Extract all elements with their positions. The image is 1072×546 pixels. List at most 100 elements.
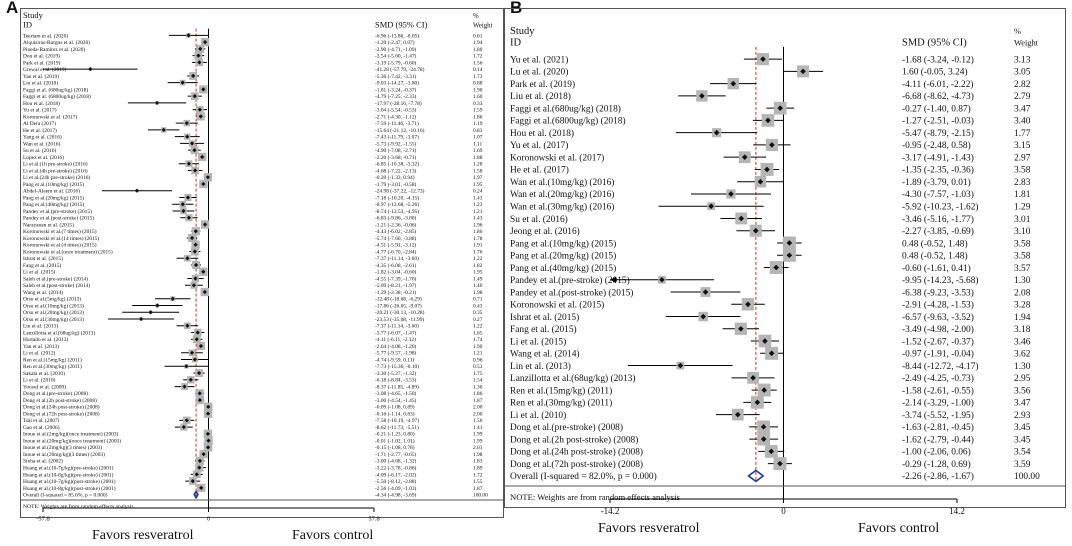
study-ci: 0.48 (-0.52, 1.48) bbox=[902, 238, 968, 249]
study-weight: 2.01 bbox=[473, 445, 483, 451]
point-estimate bbox=[186, 161, 191, 166]
study-label: Sinha et al. (2002) bbox=[23, 458, 63, 465]
study-label: Orsu et al.(5mg/kg) (2013) bbox=[23, 296, 81, 303]
study-label: Wang et al. (2014) bbox=[510, 349, 580, 360]
study-weight: 1.88 bbox=[473, 155, 483, 161]
point-estimate bbox=[185, 323, 190, 328]
point-estimate bbox=[189, 350, 195, 355]
study-ci: -3.00 (-4.54, -1.45) bbox=[375, 397, 417, 404]
study-weight: 1.54 bbox=[473, 378, 483, 384]
study-ci: -3.49 (-4.98, -2.00) bbox=[902, 324, 974, 335]
study-ci: -5.73 (-9.92, -1.55) bbox=[375, 140, 417, 147]
study-label: Yang et al. (2016) bbox=[23, 134, 62, 141]
study-ci: -1.79 (-3.01, -0.58) bbox=[375, 181, 417, 188]
study-label: Inoue et al.(20mg/kg)(3 times) (2003) bbox=[23, 451, 105, 458]
study-weight: 0.24 bbox=[473, 189, 483, 195]
study-ci: -7.18 (-10.20, -4.15) bbox=[375, 194, 419, 201]
study-label: Huang et al.(10-7g/kg)(post-stroke) (200… bbox=[23, 478, 116, 485]
study-label: Pineda-Ramírez et al. (2020) bbox=[23, 46, 85, 53]
study-label: Ishrat et al. (2015) bbox=[23, 255, 63, 262]
point-estimate bbox=[769, 142, 775, 148]
point-estimate bbox=[713, 129, 720, 136]
study-ci: -7.37 (-11.14, -3.60) bbox=[375, 323, 419, 330]
study-ci: -7.59 (-11.46, -3.71) bbox=[375, 120, 419, 127]
overall-weight: 100.00 bbox=[473, 493, 488, 499]
study-label: Ren et al.(15mg/kg) (2011) bbox=[23, 356, 82, 363]
study-weight: 1.75 bbox=[473, 371, 483, 377]
study-label: Saleh et al.(post-stroke) (2014) bbox=[23, 282, 90, 289]
study-label: Wan et al.(30mg/kg) (2016) bbox=[510, 202, 614, 213]
study-weight: 0.83 bbox=[473, 128, 483, 134]
study-weight: 2.79 bbox=[1014, 92, 1031, 102]
point-estimate bbox=[206, 404, 211, 409]
study-ci: -3.74 (-5.52, -1.95) bbox=[902, 410, 974, 421]
point-estimate bbox=[760, 436, 767, 442]
study-ci: -2.91 (-4.28, -1.53) bbox=[902, 300, 974, 311]
study-label: Wan et al.(20mg/kg) (2016) bbox=[510, 189, 614, 200]
study-ci: 1.60 (-0.05, 3.24) bbox=[902, 67, 968, 78]
study-weight: 1.72 bbox=[473, 54, 483, 60]
study-weight: 3.45 bbox=[1014, 435, 1031, 445]
study-ci: -7.58 (-10.19, -4.97) bbox=[375, 417, 419, 424]
study-weight: 1.69 bbox=[473, 148, 483, 154]
point-estimate bbox=[186, 33, 191, 38]
point-estimate bbox=[738, 215, 745, 222]
study-ci: -8.37 (-11.85, -4.89) bbox=[375, 383, 419, 390]
point-estimate bbox=[777, 460, 783, 467]
study-label: Koronowski et al. (2017) bbox=[23, 113, 77, 120]
point-estimate bbox=[197, 60, 202, 65]
study-weight: 3.45 bbox=[1014, 423, 1031, 433]
study-weight: 0.53 bbox=[473, 364, 483, 370]
point-estimate bbox=[198, 114, 203, 119]
overall-label: Overall (I-squared = 82.0%, p = 0.000) bbox=[510, 471, 657, 482]
study-weight: 1.94 bbox=[1014, 313, 1031, 323]
study-label: Li et al.(4h pre-stroke) (2016) bbox=[23, 167, 88, 174]
study-weight: 2.82 bbox=[1014, 80, 1031, 90]
study-label: Wan et al.(10mg/kg) (2016) bbox=[510, 177, 614, 188]
point-estimate bbox=[768, 350, 775, 357]
study-label: Koronowski et al.(4 times) (2015) bbox=[23, 242, 97, 249]
study-ci: -8.62 (-11.73, -5.51) bbox=[375, 424, 419, 431]
study-ci: -6.68 (-8.62, -4.73) bbox=[902, 91, 974, 102]
study-weight: 1.72 bbox=[473, 472, 483, 478]
study-label: Fang et al. (2015) bbox=[510, 324, 577, 335]
study-weight: 1.65 bbox=[473, 330, 483, 336]
point-estimate bbox=[754, 399, 761, 406]
study-weight: 1.98 bbox=[473, 452, 483, 458]
point-estimate bbox=[194, 472, 199, 477]
point-estimate bbox=[741, 154, 748, 160]
point-estimate bbox=[154, 100, 160, 106]
study-ci: -1.29 (-2.38, -0.21) bbox=[375, 289, 417, 296]
point-estimate bbox=[201, 87, 206, 92]
study-weight: 3.47 bbox=[1014, 104, 1031, 114]
study-label: Huang et al.(10-8g/kg)(pre-stroke) (2001… bbox=[23, 471, 114, 478]
point-estimate bbox=[205, 175, 211, 180]
study-label: Lopez et al. (2016) bbox=[23, 154, 64, 161]
study-label: Pandey et al.(post-stroke) (2015) bbox=[23, 215, 94, 222]
study-label: Narayanan et al. (2015) bbox=[23, 221, 74, 228]
point-estimate bbox=[777, 105, 784, 111]
study-label: Koronowski et al. (2015) bbox=[510, 300, 604, 311]
point-estimate bbox=[193, 262, 199, 268]
point-estimate bbox=[197, 458, 203, 463]
point-estimate bbox=[201, 181, 206, 187]
study-ci: -4.77 (-6.70, -2.84) bbox=[375, 248, 417, 255]
point-estimate bbox=[134, 188, 140, 193]
study-label: Lin et al. (2013) bbox=[23, 323, 58, 330]
study-label: Wang et al. (2014) bbox=[23, 289, 63, 296]
study-ci: -0.15 (-1.08, 0.78) bbox=[375, 444, 415, 451]
study-weight: 2.93 bbox=[1014, 411, 1031, 421]
study-weight: 1.74 bbox=[473, 337, 483, 343]
study-weight: 2.00 bbox=[473, 405, 483, 411]
point-estimate bbox=[202, 289, 207, 295]
study-weight: 1.78 bbox=[473, 236, 483, 242]
study-ci: -17.97 (-28.16, -7.78) bbox=[375, 100, 422, 107]
point-estimate bbox=[768, 448, 775, 455]
favors-left-b: Favors resveratrol bbox=[598, 521, 700, 536]
study-label: Orsu et al.(30mg/kg) (2013) bbox=[23, 316, 84, 323]
study-weight: 3.59 bbox=[1014, 460, 1031, 470]
point-estimate bbox=[155, 303, 160, 308]
study-weight: 1.28 bbox=[473, 162, 483, 168]
point-estimate bbox=[200, 154, 205, 160]
study-label: Yan et al. (2019) bbox=[23, 73, 59, 80]
